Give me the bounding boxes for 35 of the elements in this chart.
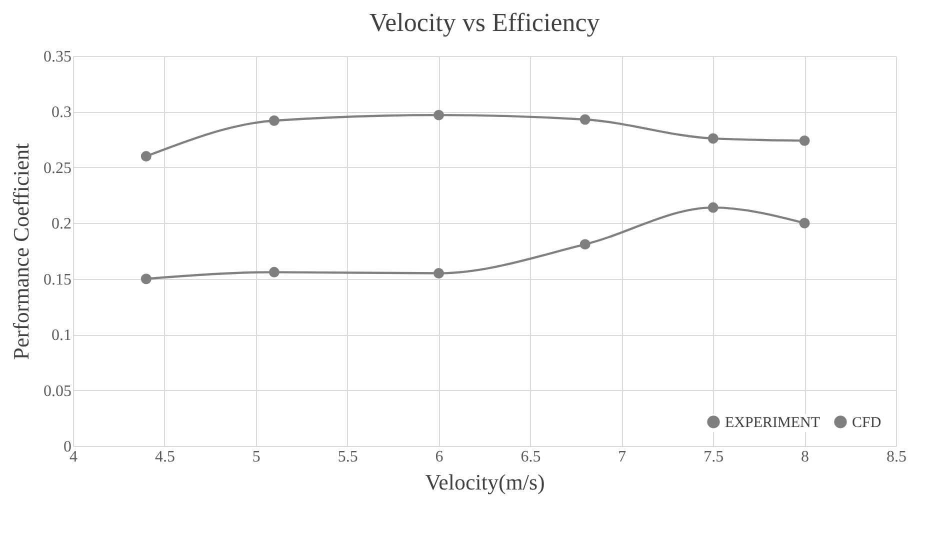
x-tick-label: 6 — [435, 448, 444, 466]
point — [708, 133, 718, 144]
x-tick-label: 4.5 — [154, 448, 175, 466]
point — [268, 266, 280, 278]
x-tick-label: 8.5 — [886, 448, 906, 466]
point — [580, 114, 590, 125]
x-tick-label: 5.5 — [338, 448, 358, 466]
point — [580, 239, 590, 250]
y-tick-label: 0.05 — [44, 382, 72, 400]
x-tick-label: 8 — [801, 448, 810, 466]
y-tick-label: 0.2 — [52, 216, 72, 233]
y-tick-label: 0.25 — [44, 160, 72, 177]
point — [434, 268, 444, 279]
legend-label: EXPERIMENT — [725, 414, 820, 431]
y-tick-label: 0.1 — [52, 327, 72, 344]
x-axis-title: Velocity(m/s) — [425, 470, 545, 494]
x-tick-label: 4 — [70, 448, 78, 466]
point — [140, 274, 152, 284]
y-axis-title: Performance Coefficient — [8, 143, 34, 360]
x-tick-label: 6.5 — [520, 448, 541, 466]
point — [268, 115, 280, 126]
legend-label: CFD — [852, 414, 882, 431]
point — [434, 110, 444, 120]
point — [799, 218, 810, 228]
y-tick-label: 0.3 — [52, 104, 72, 122]
point — [799, 135, 810, 146]
x-tick-label: 7.5 — [704, 448, 724, 466]
x-tick-label: 5 — [252, 448, 260, 466]
x-tick-label: 7 — [618, 448, 626, 466]
point — [140, 151, 152, 162]
chart-title: Velocity vs Efficiency — [369, 8, 600, 37]
y-tick-label: 0 — [64, 438, 72, 456]
point — [708, 202, 718, 213]
y-tick-label: 0.35 — [44, 48, 72, 66]
y-tick-label: 0.15 — [44, 271, 72, 288]
